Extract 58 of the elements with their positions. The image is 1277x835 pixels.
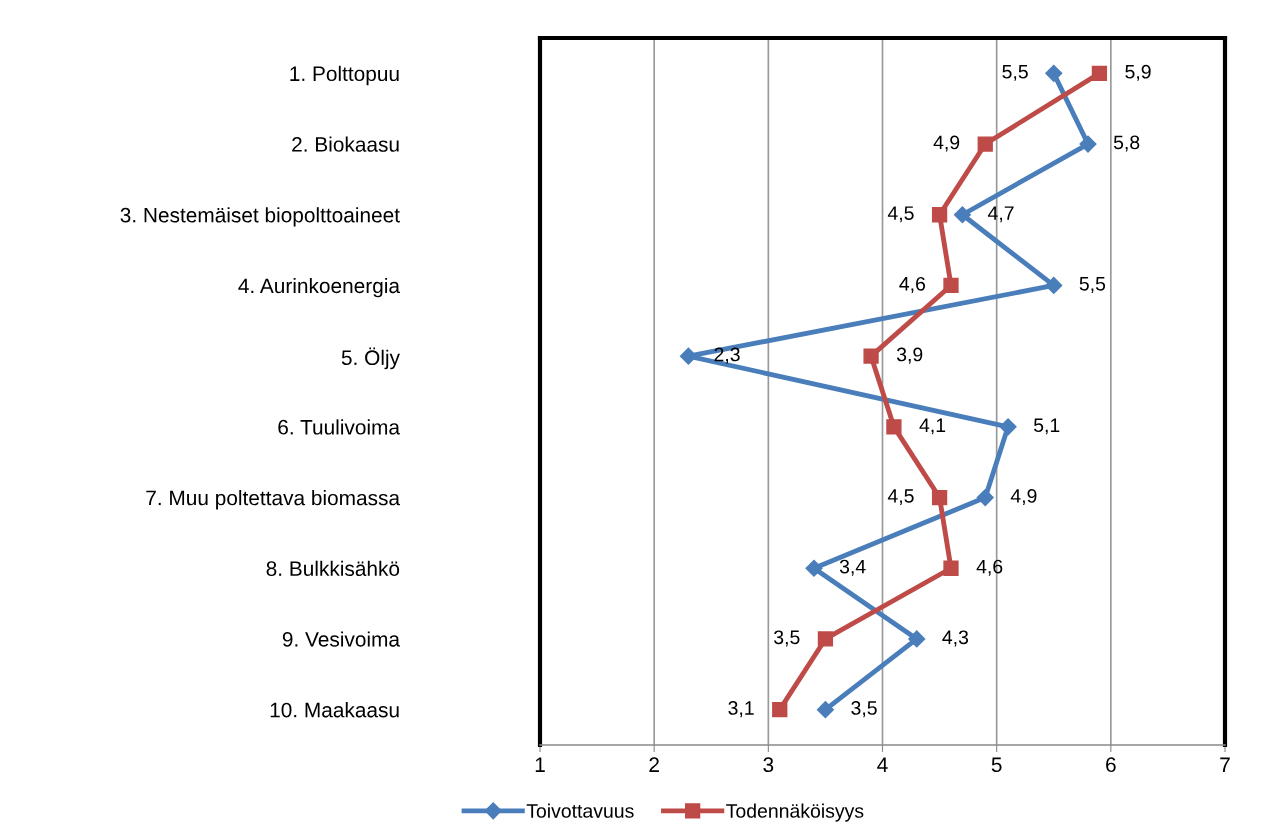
- point: [931, 489, 948, 506]
- x-tick-label: 4: [877, 757, 888, 772]
- data-label: 5,9: [1125, 64, 1151, 81]
- data-label: 3,1: [728, 701, 754, 718]
- x-tick-label: 6: [1106, 757, 1116, 773]
- point: [953, 206, 971, 224]
- y-tick-label: 9. Vesivoima: [282, 631, 400, 647]
- point: [943, 560, 959, 576]
- y-tick-label: 2. Biokaasu: [292, 136, 399, 152]
- data-label: 4,5: [887, 489, 914, 506]
- x-tick-label: 5: [991, 757, 1002, 773]
- point: [772, 702, 788, 718]
- data-label: 4,5: [887, 206, 914, 223]
- data-label: 3,9: [896, 347, 923, 364]
- y-tick-label: 6. Tuulivoima: [278, 419, 401, 435]
- x-tick-label: 7: [1220, 757, 1230, 772]
- data-label: 4,9: [1010, 489, 1037, 506]
- x-tick-label: 2: [649, 757, 659, 772]
- point: [931, 207, 948, 223]
- point: [886, 419, 902, 435]
- point: [863, 348, 879, 364]
- data-label: 3,5: [851, 701, 877, 718]
- data-label: 3,5: [774, 630, 800, 647]
- y-tick-label: 8. Bulkkisähkö: [266, 560, 400, 576]
- data-label: 4,9: [933, 135, 960, 152]
- point: [999, 418, 1017, 436]
- point: [805, 559, 823, 577]
- data-label: 4,7: [987, 206, 1014, 223]
- y-tick-label: 5. Öljy: [341, 347, 400, 370]
- point: [817, 631, 834, 647]
- point: [908, 630, 926, 648]
- point: [1091, 65, 1108, 81]
- point: [1045, 276, 1063, 295]
- y-tick-label: 7. Muu poltettava biomassa: [146, 490, 401, 510]
- y-tick-label: 1. Polttopuu: [290, 65, 399, 86]
- x-tick-label: 3: [763, 757, 774, 773]
- data-label: 4,1: [919, 418, 946, 435]
- data-label: 5,8: [1113, 135, 1140, 152]
- legend-label: Toivottavuus: [526, 803, 634, 818]
- y-tick-label: 4. Aurinkoenergia: [238, 277, 401, 298]
- point: [1079, 135, 1097, 153]
- point: [977, 136, 993, 152]
- y-tick-label: 10. Maakaasu: [270, 702, 399, 718]
- point: [816, 701, 834, 719]
- data-label: 2,3: [714, 347, 740, 364]
- data-label: 4,6: [899, 276, 926, 293]
- data-label: 4,6: [976, 559, 1003, 576]
- data-label: 5,5: [1002, 65, 1028, 81]
- data-label: 5,1: [1033, 418, 1060, 435]
- data-label: 4,3: [942, 630, 969, 647]
- legend-label: Todennäköisyys: [726, 803, 864, 822]
- data-label: 5,5: [1079, 277, 1106, 293]
- point: [943, 277, 959, 294]
- point: [976, 488, 994, 507]
- point: [1045, 64, 1063, 82]
- y-tick-label: 3. Nestemäiset biopolttoaineet: [120, 207, 400, 227]
- data-label: 3,4: [839, 559, 866, 576]
- x-tick-label: 1: [535, 757, 545, 772]
